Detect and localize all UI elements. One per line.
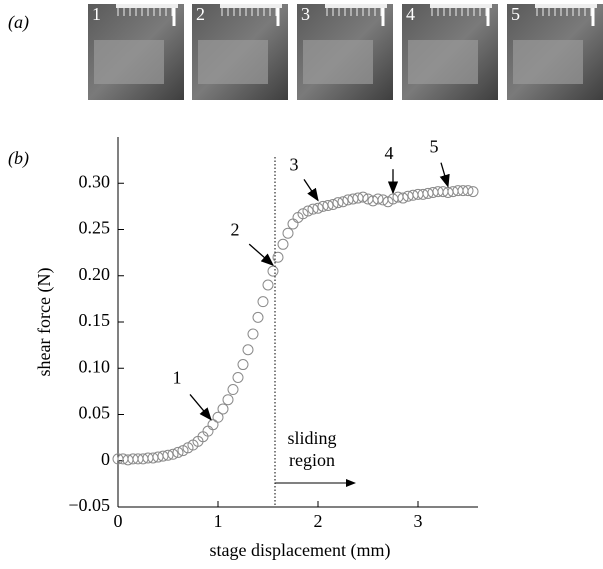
frame-number: 5	[511, 4, 520, 24]
data-point	[287, 218, 299, 230]
x-axis-label: stage displacement (mm)	[210, 540, 391, 561]
data-point	[267, 265, 279, 277]
annotation-label: 3	[290, 155, 299, 175]
panel-label: (b)	[8, 148, 29, 169]
data-point	[162, 449, 174, 461]
data-point	[337, 196, 349, 208]
data-point	[242, 344, 254, 356]
data-point	[372, 193, 384, 205]
data-point	[277, 238, 289, 250]
data-point	[272, 251, 284, 263]
frame-number: 4	[406, 4, 415, 24]
data-point	[252, 311, 264, 323]
y-tick-label: 0.15	[79, 310, 111, 330]
data-point	[227, 384, 239, 396]
annotation-arrow	[189, 393, 212, 421]
annotation-label: 2	[231, 219, 240, 239]
annotation-arrow	[303, 179, 319, 202]
scale-bar	[535, 4, 597, 8]
data-point	[467, 186, 479, 198]
data-point	[167, 448, 179, 460]
y-tick-label: 0.20	[79, 264, 111, 284]
annotation-label: 4	[385, 143, 394, 163]
data-point	[357, 191, 369, 203]
data-point	[262, 279, 274, 291]
panel-label: (a)	[8, 12, 29, 33]
x-tick-label: 2	[314, 511, 323, 531]
sample	[408, 40, 478, 84]
y-tick-label: 0.30	[79, 171, 111, 191]
data-point	[257, 296, 269, 308]
data-point	[282, 227, 294, 239]
y-axis-label: shear force (N)	[34, 268, 55, 377]
data-point	[232, 372, 244, 383]
data-point	[307, 203, 319, 215]
scale-bar	[220, 4, 282, 8]
y-tick-label: 0.10	[79, 356, 111, 376]
data-point	[312, 202, 324, 214]
frame-number: 3	[301, 4, 310, 24]
data-point	[247, 328, 259, 340]
sample	[198, 40, 268, 84]
sample	[513, 40, 583, 84]
annotation-label: 5	[430, 137, 439, 157]
data-point	[212, 411, 224, 423]
data-point	[207, 419, 219, 431]
x-tick-label: 3	[414, 511, 423, 531]
scale-bar	[325, 4, 387, 8]
data-point	[237, 359, 249, 371]
annotation-arrow	[248, 243, 274, 266]
y-tick-label: 0	[101, 449, 110, 469]
sample	[303, 40, 373, 84]
annotation-label: 1	[173, 368, 182, 388]
data-point	[327, 199, 339, 211]
data-point	[322, 199, 334, 211]
sample	[94, 40, 164, 84]
annotation-arrow	[439, 162, 450, 188]
y-tick-label: 0.05	[79, 403, 111, 423]
x-tick-label: 0	[114, 511, 123, 531]
frame-number: 2	[196, 4, 205, 24]
data-point	[462, 185, 474, 197]
data-point	[217, 403, 229, 415]
scale-bar	[430, 4, 492, 8]
region-label: sliding region	[287, 428, 337, 470]
data-point	[302, 205, 314, 217]
x-tick-label: 1	[214, 511, 223, 531]
frame-number: 1	[92, 4, 101, 24]
data-point	[222, 394, 234, 406]
scale-bar	[116, 4, 178, 8]
data-point	[332, 197, 344, 209]
y-tick-label: −0.05	[68, 495, 110, 515]
data-point	[172, 446, 184, 458]
data-point	[397, 192, 409, 204]
y-tick-label: 0.25	[79, 218, 111, 238]
